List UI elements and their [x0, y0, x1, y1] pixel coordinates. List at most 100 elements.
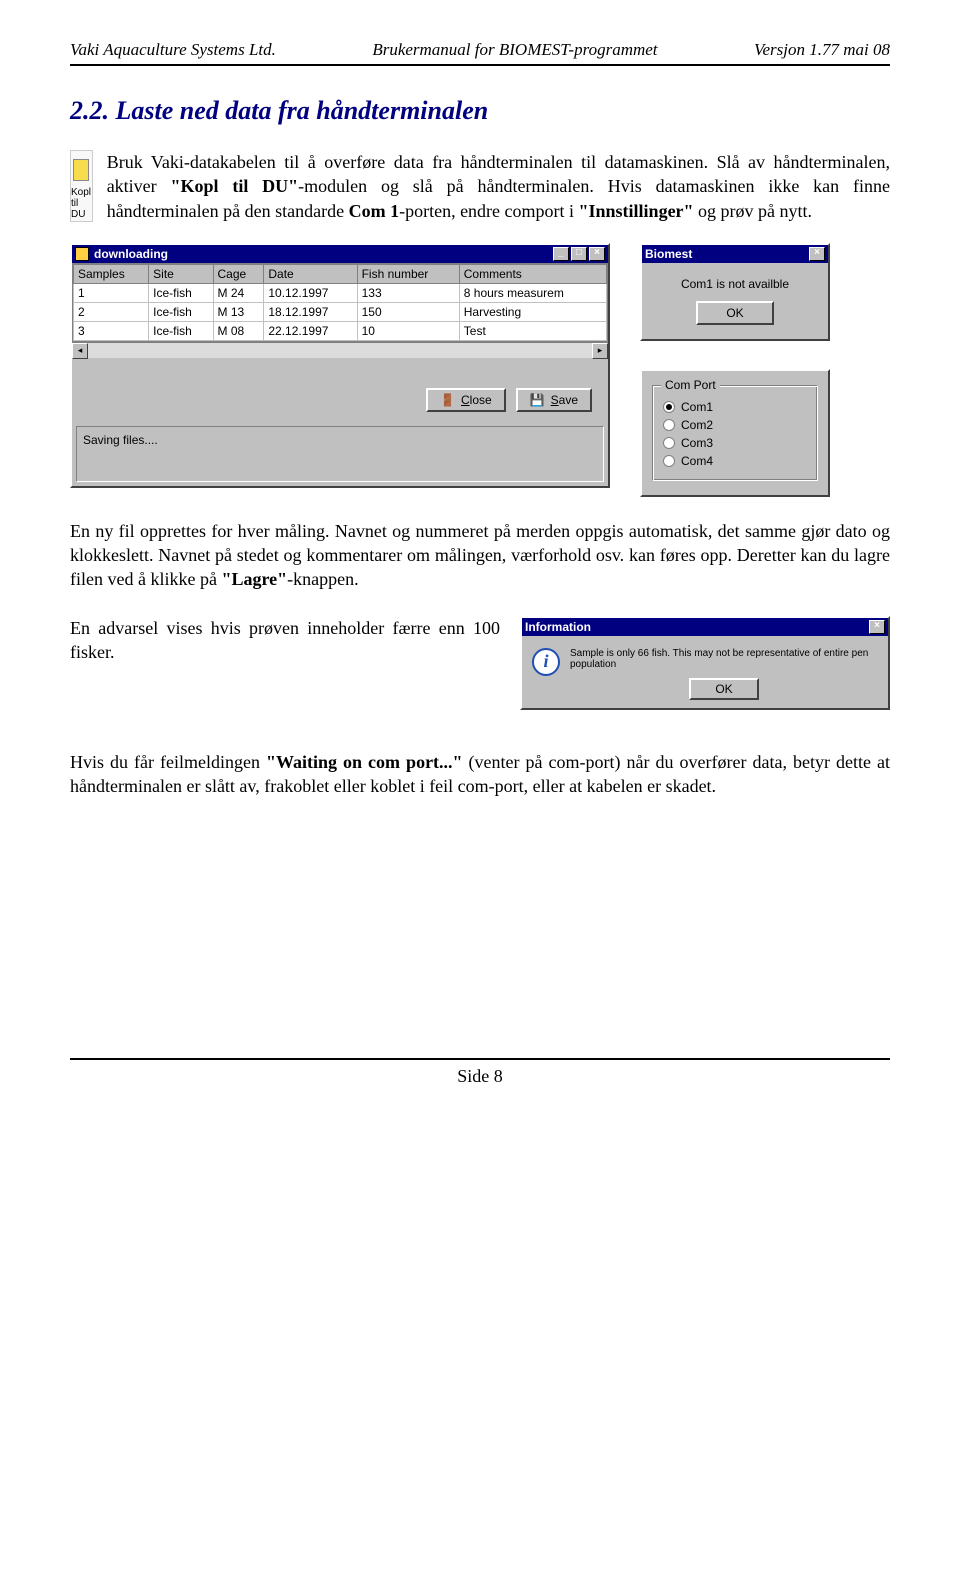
- status-text: Saving files....: [76, 426, 604, 482]
- cell: M 13: [213, 302, 264, 321]
- save-icon: 💾: [530, 393, 545, 407]
- cell: 2: [74, 302, 149, 321]
- col-cage[interactable]: Cage: [213, 264, 264, 283]
- close-mnemonic: C: [461, 393, 470, 407]
- comport-panel: Com Port Com1 Com2 Com3: [640, 369, 830, 497]
- samples-table: Samples Site Cage Date Fish number Comme…: [73, 264, 607, 341]
- scroll-right-button[interactable]: ▸: [592, 343, 608, 359]
- close-window-button[interactable]: ×: [589, 247, 605, 261]
- information-close-button[interactable]: ×: [869, 620, 885, 634]
- biomest-ok-button[interactable]: OK: [696, 301, 773, 325]
- comport-legend: Com Port: [661, 378, 720, 392]
- cell: 18.12.1997: [264, 302, 357, 321]
- cell: 10.12.1997: [264, 283, 357, 302]
- para3-text: Hvis du får feilmeldingen: [70, 752, 266, 772]
- radio-com3[interactable]: Com3: [663, 436, 807, 450]
- window-icon: [75, 247, 89, 261]
- cell: 22.12.1997: [264, 321, 357, 340]
- cell: Harvesting: [459, 302, 606, 321]
- device-icon: [73, 159, 89, 181]
- cell: Ice-fish: [149, 302, 213, 321]
- intro-paragraph: Bruk Vaki-datakabelen til å overføre dat…: [107, 150, 890, 223]
- information-message: Sample is only 66 fish. This may not be …: [570, 648, 878, 670]
- paragraph-3: Hvis du får feilmeldingen "Waiting on co…: [70, 750, 890, 799]
- comport-groupbox: Com Port Com1 Com2 Com3: [652, 385, 818, 481]
- radio-com1[interactable]: Com1: [663, 400, 807, 414]
- intro-text-4: og prøv på nytt.: [694, 201, 813, 221]
- radio-com2[interactable]: Com2: [663, 418, 807, 432]
- para2-text: En ny fil opprettes for hver måling. Nav…: [70, 521, 890, 590]
- radio-icon: [663, 455, 675, 467]
- save-rest: ave: [559, 393, 578, 407]
- radio-label: Com4: [681, 454, 713, 468]
- cell: 8 hours measurem: [459, 283, 606, 302]
- cell: 150: [357, 302, 459, 321]
- section-title: 2.2. Laste ned data fra håndterminalen: [70, 96, 890, 126]
- col-fish-number[interactable]: Fish number: [357, 264, 459, 283]
- col-site[interactable]: Site: [149, 264, 213, 283]
- header-rule: [70, 64, 890, 66]
- col-date[interactable]: Date: [264, 264, 357, 283]
- scroll-left-button[interactable]: ◂: [72, 343, 88, 359]
- biomest-title: Biomest: [645, 247, 692, 261]
- downloading-title: downloading: [94, 247, 168, 261]
- warning-paragraph: En advarsel vises hvis prøven inneholder…: [70, 616, 500, 665]
- downloading-window: downloading _ □ × Samples Site Cage Date: [70, 243, 610, 488]
- col-comments[interactable]: Comments: [459, 264, 606, 283]
- intro-bold-3: "Innstillinger": [579, 201, 694, 221]
- radio-icon: [663, 401, 675, 413]
- information-title: Information: [525, 620, 591, 634]
- cell: M 08: [213, 321, 264, 340]
- biomest-dialog: Biomest × Com1 is not availble OK: [640, 243, 830, 341]
- maximize-button[interactable]: □: [571, 247, 587, 261]
- cell: Ice-fish: [149, 283, 213, 302]
- information-dialog: Information × i Sample is only 66 fish. …: [520, 616, 890, 710]
- downloading-titlebar[interactable]: downloading _ □ ×: [72, 245, 608, 263]
- information-ok-button[interactable]: OK: [689, 678, 758, 700]
- biomest-close-button[interactable]: ×: [809, 247, 825, 261]
- cell: 3: [74, 321, 149, 340]
- biomest-titlebar[interactable]: Biomest ×: [642, 245, 828, 263]
- page-footer: Side 8: [70, 1058, 890, 1087]
- kopl-icon-label: Kopl til DU: [71, 187, 92, 220]
- horizontal-scrollbar[interactable]: ◂ ▸: [72, 342, 608, 358]
- save-button[interactable]: 💾 Save: [516, 388, 592, 412]
- information-titlebar[interactable]: Information ×: [522, 618, 888, 636]
- paragraph-2: En ny fil opprettes for hver måling. Nav…: [70, 519, 890, 592]
- cell: 133: [357, 283, 459, 302]
- intro-bold-2: Com 1: [349, 201, 400, 221]
- door-icon: 🚪: [440, 393, 455, 407]
- radio-label: Com3: [681, 436, 713, 450]
- samples-table-container: Samples Site Cage Date Fish number Comme…: [72, 263, 608, 342]
- intro-text-3: -porten, endre comport i: [399, 201, 578, 221]
- radio-icon: [663, 419, 675, 431]
- para2-bold: "Lagre": [221, 569, 287, 589]
- table-row[interactable]: 1 Ice-fish M 24 10.12.1997 133 8 hours m…: [74, 283, 607, 302]
- biomest-message: Com1 is not availble: [652, 277, 818, 291]
- table-row[interactable]: 3 Ice-fish M 08 22.12.1997 10 Test: [74, 321, 607, 340]
- cell: 10: [357, 321, 459, 340]
- cell: 1: [74, 283, 149, 302]
- header-left: Vaki Aquaculture Systems Ltd.: [70, 40, 276, 60]
- header-center: Brukermanual for BIOMEST-programmet: [372, 40, 657, 60]
- close-rest: lose: [470, 393, 492, 407]
- col-samples[interactable]: Samples: [74, 264, 149, 283]
- cell: M 24: [213, 283, 264, 302]
- para2-text-end: -knappen.: [287, 569, 358, 589]
- radio-label: Com1: [681, 400, 713, 414]
- header-right: Versjon 1.77 mai 08: [754, 40, 890, 60]
- document-header: Vaki Aquaculture Systems Ltd. Brukermanu…: [70, 40, 890, 64]
- table-row[interactable]: 2 Ice-fish M 13 18.12.1997 150 Harvestin…: [74, 302, 607, 321]
- radio-label: Com2: [681, 418, 713, 432]
- para3-bold: "Waiting on com port...": [266, 752, 463, 772]
- radio-icon: [663, 437, 675, 449]
- cell: Test: [459, 321, 606, 340]
- close-button[interactable]: 🚪 Close: [426, 388, 506, 412]
- intro-bold-1: "Kopl til DU": [171, 176, 299, 196]
- cell: Ice-fish: [149, 321, 213, 340]
- info-icon: i: [532, 648, 560, 676]
- save-mnemonic: S: [551, 393, 559, 407]
- minimize-button[interactable]: _: [553, 247, 569, 261]
- radio-com4[interactable]: Com4: [663, 454, 807, 468]
- kopl-til-du-button[interactable]: Kopl til DU: [70, 150, 93, 222]
